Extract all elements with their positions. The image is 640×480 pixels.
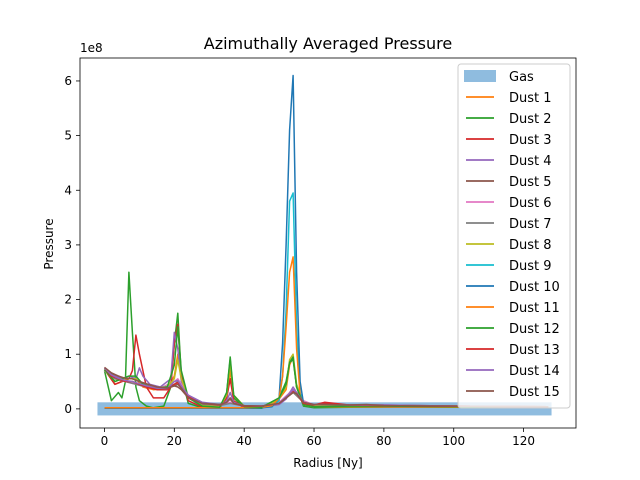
series-line-dust-15 — [104, 366, 549, 408]
legend-label-dust-10: Dust 10 — [509, 280, 560, 295]
plot-area — [97, 74, 552, 416]
y-tick-label: 4 — [64, 183, 72, 197]
y-tick-label: 5 — [64, 129, 72, 143]
legend-label-dust-15: Dust 15 — [509, 385, 560, 400]
x-axis-ticks: 0 20 40 60 80 100 120 — [101, 428, 535, 448]
legend-label-dust-13: Dust 13 — [509, 343, 560, 358]
x-tick-label: 0 — [101, 434, 109, 448]
x-tick-label: 120 — [512, 434, 535, 448]
legend-label-dust-9: Dust 9 — [509, 259, 552, 274]
y-axis-ticks: 0 1 2 3 4 5 6 — [64, 74, 80, 416]
legend-label-dust-4: Dust 4 — [509, 154, 552, 169]
legend-label-dust-11: Dust 11 — [509, 301, 560, 316]
legend: Gas Dust 1 Dust 2 Dust 3 Dust 4 Dust 5 Dust 6 D… — [457, 63, 571, 409]
x-tick-label: 60 — [306, 434, 321, 448]
legend-label-dust-3: Dust 3 — [509, 133, 552, 148]
legend-box — [457, 63, 571, 409]
x-tick-label: 100 — [442, 434, 465, 448]
legend-label-dust-7: Dust 7 — [509, 217, 552, 232]
x-axis-label: Radius [Ny] — [293, 456, 363, 470]
plot-frame — [79, 57, 577, 429]
legend-swatch-gas — [464, 70, 496, 82]
y-axis-label: Pressure — [42, 218, 56, 269]
legend-label-dust-5: Dust 5 — [509, 175, 552, 190]
legend-label-dust-12: Dust 12 — [509, 322, 560, 337]
legend-label-gas: Gas — [509, 70, 534, 85]
y-tick-label: 2 — [64, 293, 72, 307]
y-offset-label: 1e8 — [80, 41, 103, 55]
y-tick-label: 0 — [64, 402, 72, 416]
legend-label-dust-8: Dust 8 — [509, 238, 552, 253]
legend-label-dust-6: Dust 6 — [509, 196, 552, 211]
y-tick-label: 1 — [64, 347, 72, 361]
x-tick-label: 20 — [167, 434, 182, 448]
chart-title: Azimuthally Averaged Pressure — [204, 34, 452, 53]
x-tick-label: 40 — [237, 434, 252, 448]
x-tick-label: 80 — [376, 434, 391, 448]
legend-label-dust-14: Dust 14 — [509, 364, 560, 379]
legend-label-dust-1: Dust 1 — [509, 91, 552, 106]
legend-label-dust-2: Dust 2 — [509, 112, 552, 127]
y-tick-label: 6 — [64, 74, 72, 88]
y-tick-label: 3 — [64, 238, 72, 252]
